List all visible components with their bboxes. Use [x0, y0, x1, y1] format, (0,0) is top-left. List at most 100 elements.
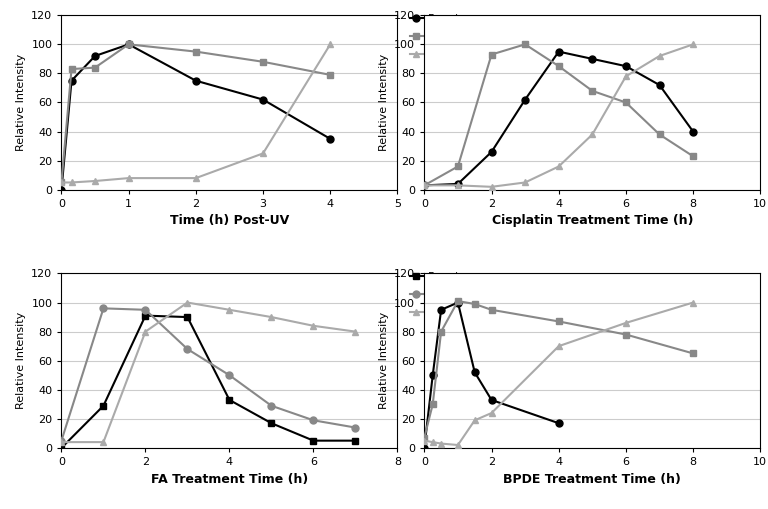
Y-axis label: Relative Intensity: Relative Intensity	[15, 312, 26, 409]
Repair	[521, 97, 530, 103]
Apoptosis	[621, 320, 631, 326]
Apoptosis	[453, 442, 462, 448]
Checkpoint	[688, 350, 697, 356]
Checkpoint	[436, 329, 445, 335]
Line: Checkpoint: Checkpoint	[58, 305, 359, 444]
Line: Repair: Repair	[421, 48, 697, 189]
Repair	[91, 53, 100, 59]
Checkpoint	[99, 305, 108, 312]
Repair	[588, 56, 597, 62]
Checkpoint	[453, 298, 462, 304]
Apoptosis	[428, 439, 437, 445]
Repair	[453, 181, 462, 187]
Checkpoint	[266, 403, 276, 409]
Apoptosis	[688, 299, 697, 305]
Checkpoint	[554, 319, 564, 325]
Checkpoint	[621, 331, 631, 337]
Apoptosis	[266, 314, 276, 320]
Apoptosis	[655, 53, 664, 59]
Repair	[487, 397, 496, 403]
Apoptosis	[487, 184, 496, 190]
Y-axis label: Relative Intensity: Relative Intensity	[15, 54, 26, 151]
Apoptosis	[326, 41, 335, 47]
Checkpoint	[225, 372, 234, 378]
Line: Apoptosis: Apoptosis	[58, 41, 334, 186]
Apoptosis	[554, 163, 564, 169]
X-axis label: Time (h) Post-UV: Time (h) Post-UV	[170, 214, 289, 228]
Repair	[419, 182, 429, 188]
Checkpoint	[326, 72, 335, 78]
Apoptosis	[351, 329, 360, 335]
Checkpoint	[621, 99, 631, 105]
Line: Repair: Repair	[421, 299, 562, 451]
Repair	[326, 136, 335, 142]
Apoptosis	[99, 439, 108, 445]
Apoptosis	[225, 307, 234, 313]
Apoptosis	[487, 410, 496, 416]
Checkpoint	[453, 163, 462, 169]
Repair	[183, 314, 192, 320]
Apoptosis	[453, 182, 462, 188]
Checkpoint	[470, 301, 479, 307]
Line: Checkpoint: Checkpoint	[421, 298, 697, 441]
Apoptosis	[57, 439, 66, 445]
Apoptosis	[309, 323, 318, 329]
Repair	[266, 420, 276, 426]
Line: Repair: Repair	[58, 312, 359, 451]
Apoptosis	[521, 179, 530, 185]
Checkpoint	[419, 435, 429, 441]
Checkpoint	[258, 59, 267, 65]
Checkpoint	[428, 401, 437, 407]
Checkpoint	[588, 88, 597, 94]
Checkpoint	[141, 307, 150, 313]
Repair	[428, 372, 437, 378]
Repair	[67, 78, 76, 84]
Checkpoint	[67, 66, 76, 72]
Apoptosis	[688, 41, 697, 47]
Apoptosis	[91, 178, 100, 184]
Repair	[453, 299, 462, 305]
Line: Apoptosis: Apoptosis	[421, 299, 697, 448]
X-axis label: FA Treatment Time (h): FA Treatment Time (h)	[151, 472, 308, 486]
Checkpoint	[191, 48, 200, 54]
Apoptosis	[57, 179, 66, 185]
Legend: Repair, Checkpoint, Apoptosis: Repair, Checkpoint, Apoptosis	[408, 270, 492, 320]
Repair	[141, 313, 150, 319]
Checkpoint	[124, 41, 134, 47]
Checkpoint	[554, 63, 564, 69]
Repair	[99, 403, 108, 409]
Y-axis label: Relative Intensity: Relative Intensity	[379, 312, 389, 409]
Apoptosis	[419, 438, 429, 444]
Apoptosis	[67, 179, 76, 185]
Checkpoint	[351, 425, 360, 431]
Apoptosis	[470, 417, 479, 423]
Checkpoint	[57, 179, 66, 185]
X-axis label: Cisplatin Treatment Time (h): Cisplatin Treatment Time (h)	[492, 214, 693, 228]
Repair	[436, 307, 445, 313]
Checkpoint	[183, 346, 192, 352]
Line: Apoptosis: Apoptosis	[421, 41, 697, 190]
Repair	[470, 369, 479, 375]
Apoptosis	[141, 329, 150, 335]
Line: Apoptosis: Apoptosis	[58, 299, 359, 445]
X-axis label: BPDE Treatment Time (h): BPDE Treatment Time (h)	[503, 472, 681, 486]
Checkpoint	[91, 65, 100, 71]
Apoptosis	[621, 73, 631, 79]
Apoptosis	[258, 150, 267, 156]
Legend: Repair, Checkpoint, Apoptosis: Repair, Checkpoint, Apoptosis	[408, 12, 492, 62]
Repair	[258, 97, 267, 103]
Apoptosis	[419, 182, 429, 188]
Repair	[225, 397, 234, 403]
Repair	[419, 445, 429, 451]
Checkpoint	[419, 182, 429, 188]
Checkpoint	[655, 131, 664, 137]
Checkpoint	[487, 307, 496, 313]
Repair	[351, 438, 360, 444]
Checkpoint	[521, 41, 530, 47]
Repair	[487, 149, 496, 155]
Apoptosis	[183, 299, 192, 305]
Checkpoint	[487, 51, 496, 58]
Repair	[309, 438, 318, 444]
Repair	[621, 63, 631, 69]
Repair	[57, 445, 66, 451]
